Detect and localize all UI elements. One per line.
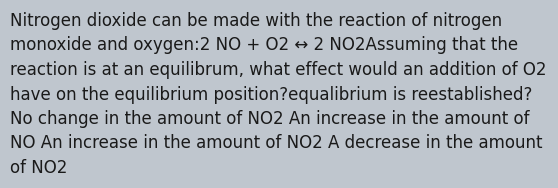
Text: Nitrogen dioxide can be made with the reaction of nitrogen: Nitrogen dioxide can be made with the re… <box>10 12 502 30</box>
Text: reaction is at an equilibrum, what effect would an addition of O2: reaction is at an equilibrum, what effec… <box>10 61 546 79</box>
Text: No change in the amount of NO2 An increase in the amount of: No change in the amount of NO2 An increa… <box>10 110 530 128</box>
Text: have on the equilibrium position?equalibrium is reestablished?: have on the equilibrium position?equalib… <box>10 86 532 104</box>
Text: monoxide and oxygen:2 NO + O2 ↔ 2 NO2Assuming that the: monoxide and oxygen:2 NO + O2 ↔ 2 NO2Ass… <box>10 36 518 55</box>
Text: of NO2: of NO2 <box>10 159 68 177</box>
Text: NO An increase in the amount of NO2 A decrease in the amount: NO An increase in the amount of NO2 A de… <box>10 134 542 152</box>
